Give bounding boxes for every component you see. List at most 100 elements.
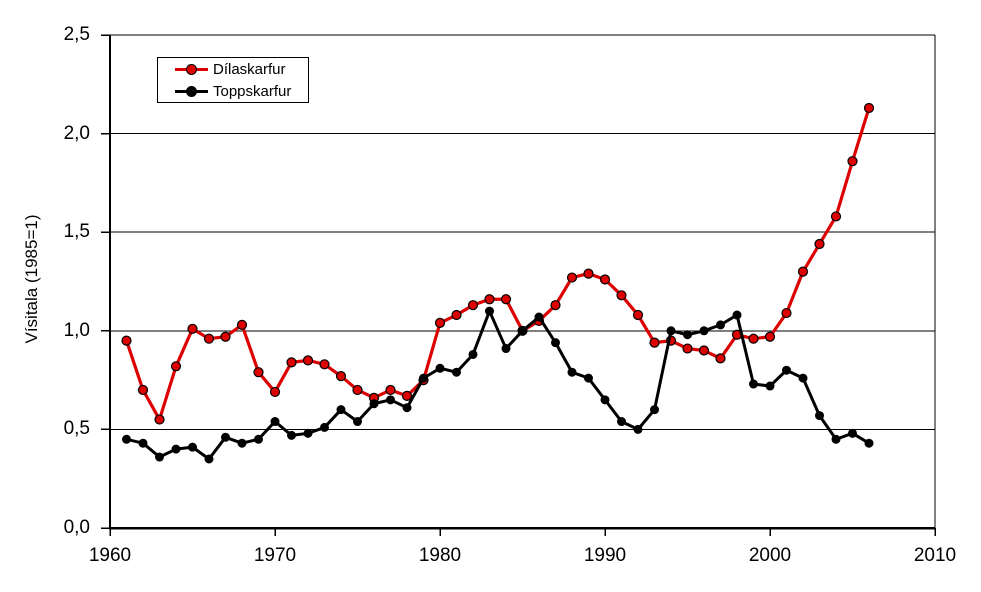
data-point-dílaskarfur [748, 333, 759, 344]
data-point-toppskarfur [155, 452, 165, 462]
data-point-toppskarfur [320, 422, 330, 432]
data-point-toppskarfur [517, 326, 527, 336]
data-point-dílaskarfur [187, 323, 198, 334]
data-point-toppskarfur [567, 367, 577, 377]
data-point-dílaskarfur [599, 274, 611, 285]
data-point-dílaskarfur [550, 300, 561, 311]
data-point-toppskarfur [550, 338, 560, 348]
series-line-toppskarfur [125, 309, 871, 461]
data-point-toppskarfur [682, 330, 692, 340]
data-point-dílaskarfur [319, 359, 330, 370]
x-tick-label: 1980 [418, 545, 462, 566]
y-tick-label: 1,0 [63, 319, 90, 341]
data-point-toppskarfur [386, 395, 396, 405]
data-point-toppskarfur [485, 306, 495, 316]
data-point-toppskarfur [419, 373, 429, 383]
data-point-dílaskarfur [781, 307, 792, 319]
x-tick-label: 1990 [583, 545, 627, 566]
data-point-toppskarfur [748, 379, 758, 389]
legend-label-dilaskarfur: Dílaskarfur [213, 60, 286, 78]
data-point-dílaskarfur [335, 371, 347, 382]
legend-line-marker-toppskarfur [175, 85, 208, 97]
data-point-toppskarfur [798, 373, 808, 383]
data-point-dílaskarfur [302, 355, 314, 366]
series-line-dílaskarfur [124, 106, 871, 422]
data-point-dílaskarfur [830, 211, 842, 222]
legend: Dílaskarfur Toppskarfur [157, 57, 309, 103]
data-point-toppskarfur [171, 444, 181, 454]
y-tick-label: 2,0 [63, 122, 90, 144]
data-point-toppskarfur [435, 363, 445, 373]
data-point-dílaskarfur [500, 294, 512, 305]
data-point-dílaskarfur [863, 102, 875, 114]
data-point-toppskarfur [699, 326, 709, 336]
data-point-toppskarfur [501, 344, 511, 354]
data-point-toppskarfur [121, 434, 131, 444]
legend-line-marker-dilaskarfur [175, 63, 208, 75]
data-point-dílaskarfur [352, 384, 363, 396]
data-point-toppskarfur [468, 349, 478, 359]
data-point-dílaskarfur [451, 309, 462, 321]
data-point-toppskarfur [303, 428, 313, 438]
x-tick-label: 2010 [913, 545, 957, 566]
data-point-toppskarfur [715, 320, 725, 330]
data-point-toppskarfur [732, 310, 742, 320]
data-point-toppskarfur [204, 454, 214, 464]
data-point-toppskarfur [353, 417, 363, 427]
data-point-dílaskarfur [583, 268, 594, 279]
data-point-dílaskarfur [220, 331, 231, 342]
data-point-toppskarfur [534, 312, 544, 322]
data-point-dílaskarfur [632, 309, 644, 321]
data-point-dílaskarfur [566, 272, 578, 283]
y-tick-label: 0,5 [63, 418, 90, 440]
data-point-toppskarfur [649, 405, 659, 415]
data-point-dílaskarfur [715, 353, 726, 364]
data-point-toppskarfur [287, 430, 297, 440]
data-point-toppskarfur [452, 367, 462, 377]
y-tick-label: 2,5 [63, 24, 90, 45]
data-point-toppskarfur [221, 432, 231, 442]
data-point-dílaskarfur [814, 238, 825, 250]
data-point-toppskarfur [666, 326, 676, 336]
data-point-dílaskarfur [121, 335, 132, 346]
data-point-dílaskarfur [616, 290, 627, 301]
data-point-dílaskarfur [764, 331, 776, 342]
legend-item-dilaskarfur: Dílaskarfur [175, 59, 308, 80]
data-point-dílaskarfur [847, 156, 858, 167]
data-point-dílaskarfur [434, 317, 446, 329]
y-axis-title: Vísitala (1985=1) [22, 214, 41, 344]
data-point-toppskarfur [402, 403, 412, 413]
data-point-toppskarfur [831, 434, 841, 444]
legend-item-toppskarfur: Toppskarfur [175, 81, 308, 102]
data-point-dílaskarfur [484, 294, 495, 305]
data-point-dílaskarfur [682, 343, 693, 354]
x-tick-label: 1960 [88, 545, 132, 566]
data-point-dílaskarfur [698, 345, 710, 356]
x-tick-label: 1970 [253, 545, 297, 566]
data-point-dílaskarfur [467, 300, 479, 311]
data-point-dílaskarfur [649, 337, 660, 348]
data-point-toppskarfur [864, 438, 874, 448]
data-point-toppskarfur [633, 424, 643, 434]
data-point-toppskarfur [369, 399, 379, 409]
data-point-dílaskarfur [797, 266, 809, 277]
data-point-toppskarfur [781, 365, 791, 375]
y-tick-label: 0,0 [63, 517, 90, 538]
data-point-toppskarfur [583, 373, 593, 383]
data-point-dílaskarfur [154, 414, 165, 425]
data-point-dílaskarfur [401, 390, 413, 401]
data-point-dílaskarfur [203, 333, 215, 344]
data-point-toppskarfur [765, 381, 775, 391]
data-point-toppskarfur [138, 438, 148, 448]
data-point-dílaskarfur [385, 384, 396, 396]
data-point-dílaskarfur [253, 367, 264, 378]
data-point-toppskarfur [270, 417, 280, 427]
data-point-toppskarfur [254, 434, 264, 444]
data-point-toppskarfur [336, 405, 346, 415]
legend-label-toppskarfur: Toppskarfur [213, 82, 292, 100]
data-point-toppskarfur [616, 417, 626, 427]
data-point-dílaskarfur [137, 384, 149, 396]
legend-circle-icon [186, 85, 197, 97]
